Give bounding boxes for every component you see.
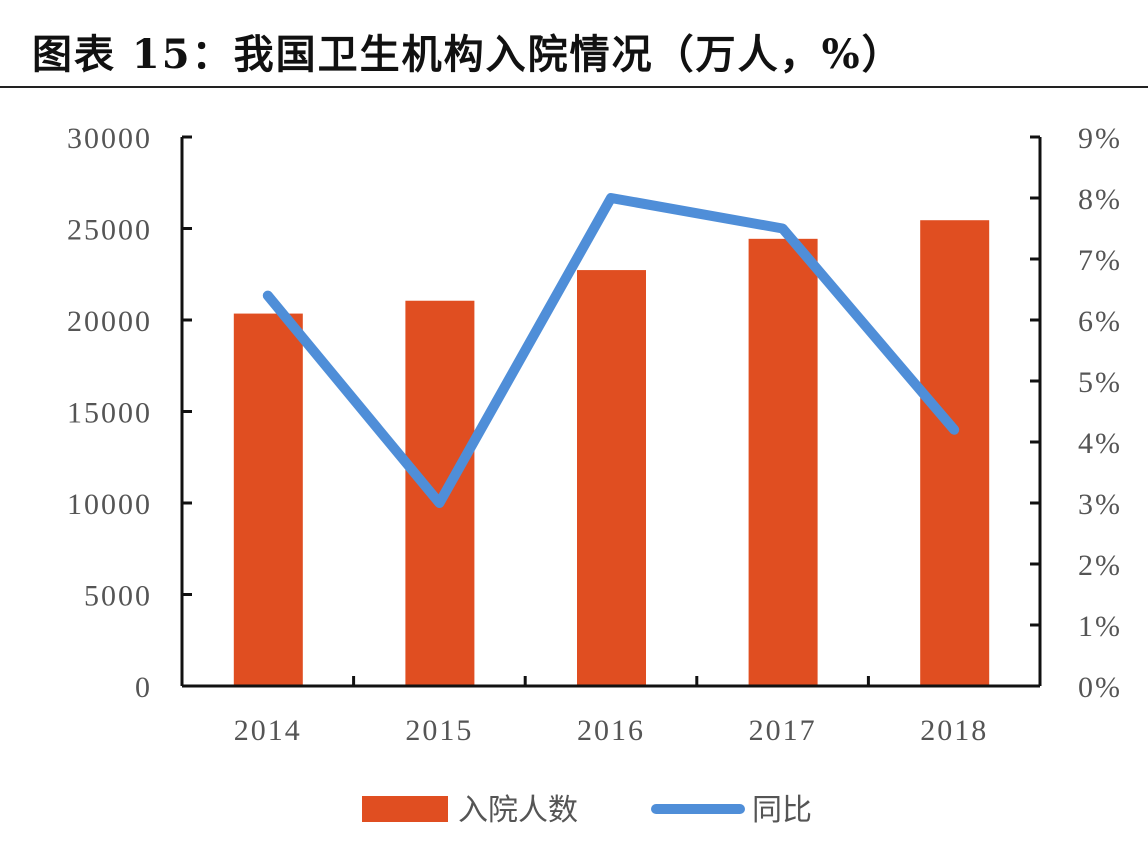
chart-title: 图表 15：我国卫生机构入院情况（万人，%）	[32, 31, 904, 78]
right-tick-label: 3%	[1078, 488, 1122, 521]
right-tick-label: 4%	[1078, 427, 1122, 460]
bar-2014	[233, 313, 303, 686]
x-tick-label: 2016	[577, 714, 645, 747]
legend-line-label: 同比	[752, 793, 812, 828]
right-tick-label: 2%	[1078, 549, 1122, 582]
bar-2016	[577, 270, 646, 686]
bar-2018	[920, 220, 990, 687]
right-tick-label: 9%	[1078, 122, 1122, 155]
title-divider	[0, 86, 1148, 88]
left-tick-label: 25000	[67, 214, 152, 247]
x-tick-label: 2015	[405, 714, 473, 747]
x-tick-label: 2014	[234, 714, 302, 747]
right-tick-label: 0%	[1078, 671, 1122, 704]
x-tick-label: 2017	[749, 714, 817, 747]
left-tick-label: 5000	[84, 580, 152, 613]
right-tick-label: 7%	[1078, 244, 1122, 277]
left-tick-label: 10000	[67, 488, 152, 521]
left-tick-label: 15000	[67, 397, 152, 430]
right-tick-label: 5%	[1078, 366, 1122, 399]
left-tick-label: 20000	[67, 305, 152, 338]
x-tick-label: 2018	[920, 714, 988, 747]
yoy-line	[262, 193, 960, 508]
right-tick-label: 6%	[1078, 305, 1122, 338]
legend-bar-swatch	[362, 796, 448, 822]
legend-bar-label: 入院人数	[458, 793, 578, 828]
left-tick-label: 0	[135, 671, 152, 704]
right-tick-label: 1%	[1078, 610, 1122, 643]
bar-2017	[748, 238, 818, 686]
left-tick-label: 30000	[67, 122, 152, 155]
right-tick-label: 8%	[1078, 183, 1122, 216]
